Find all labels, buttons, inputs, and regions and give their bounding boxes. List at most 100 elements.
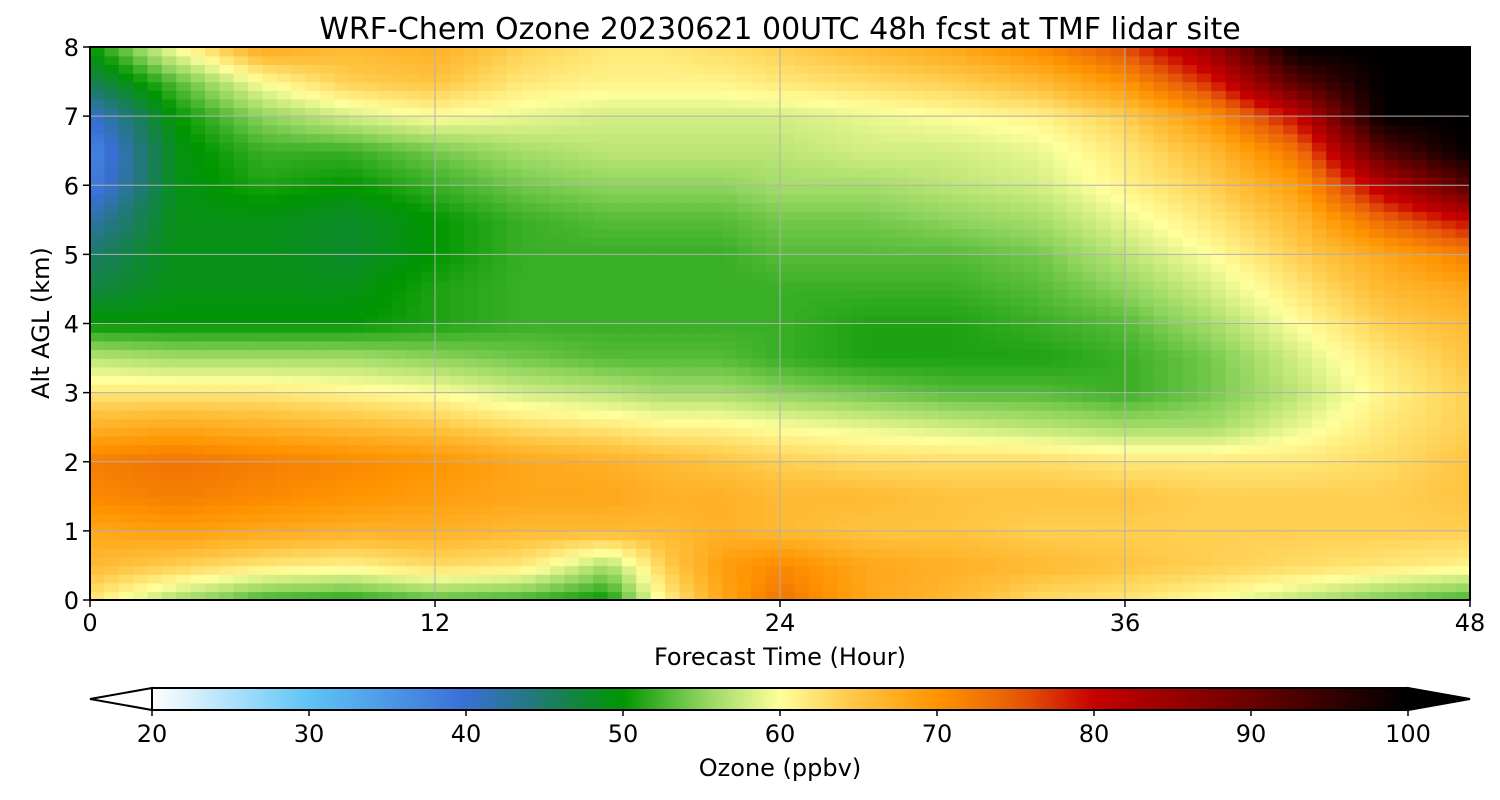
heatmap-cell bbox=[938, 496, 954, 506]
heatmap-cell bbox=[909, 582, 925, 593]
heatmap-cell bbox=[636, 185, 652, 195]
heatmap-cell bbox=[952, 176, 968, 186]
heatmap-cell bbox=[147, 383, 163, 394]
heatmap-cell bbox=[1110, 150, 1126, 161]
heatmap-cell bbox=[1283, 340, 1299, 351]
heatmap-cell bbox=[708, 418, 724, 428]
heatmap-cell bbox=[1110, 401, 1126, 411]
heatmap-cell bbox=[176, 548, 192, 558]
heatmap-cell bbox=[363, 340, 379, 351]
heatmap-cell bbox=[118, 263, 134, 273]
heatmap-cell bbox=[1268, 461, 1284, 472]
heatmap-cell bbox=[161, 574, 177, 584]
heatmap-cell bbox=[722, 591, 738, 600]
heatmap-cell bbox=[435, 496, 451, 506]
heatmap-cell bbox=[305, 176, 321, 186]
heatmap-cell bbox=[248, 556, 264, 567]
heatmap-cell bbox=[463, 314, 479, 325]
heatmap-cell bbox=[492, 280, 508, 290]
heatmap-cell bbox=[1240, 288, 1256, 299]
heatmap-cell bbox=[665, 479, 681, 489]
heatmap-cell bbox=[535, 530, 551, 541]
heatmap-cell bbox=[521, 340, 537, 351]
heatmap-cell bbox=[219, 237, 235, 247]
heatmap-cell bbox=[593, 185, 609, 195]
heatmap-cell bbox=[1283, 219, 1299, 230]
heatmap-cell bbox=[449, 548, 465, 558]
heatmap-cell bbox=[133, 496, 149, 506]
heatmap-cell bbox=[535, 409, 551, 420]
heatmap-cell bbox=[909, 323, 925, 333]
heatmap-cell bbox=[780, 219, 796, 230]
heatmap-cell bbox=[895, 461, 911, 472]
heatmap-cell bbox=[722, 401, 738, 411]
heatmap-cell bbox=[161, 427, 177, 437]
heatmap-cell bbox=[1081, 375, 1097, 385]
heatmap-cell bbox=[521, 401, 537, 411]
heatmap-cell bbox=[133, 582, 149, 593]
heatmap-cell bbox=[1110, 159, 1126, 169]
heatmap-cell bbox=[449, 167, 465, 178]
heatmap-cell bbox=[1383, 470, 1399, 480]
heatmap-cell bbox=[104, 496, 120, 506]
heatmap-cell bbox=[981, 185, 997, 195]
heatmap-cell bbox=[1096, 591, 1112, 600]
heatmap-cell bbox=[276, 522, 292, 532]
heatmap-cell bbox=[1196, 548, 1212, 558]
heatmap-cell bbox=[205, 513, 221, 523]
heatmap-cell bbox=[1311, 487, 1327, 498]
heatmap-cell bbox=[1225, 496, 1241, 506]
heatmap-cell bbox=[176, 453, 192, 463]
heatmap-cell bbox=[492, 591, 508, 600]
heatmap-cell bbox=[621, 435, 637, 446]
heatmap-cell bbox=[1225, 409, 1241, 420]
heatmap-cell bbox=[506, 314, 522, 325]
heatmap-cell bbox=[233, 453, 249, 463]
heatmap-cell bbox=[909, 358, 925, 368]
heatmap-cell bbox=[938, 202, 954, 212]
heatmap-cell bbox=[1024, 461, 1040, 472]
heatmap-cell bbox=[909, 435, 925, 446]
heatmap-cell bbox=[665, 323, 681, 333]
heatmap-cell bbox=[1168, 444, 1184, 454]
heatmap-cell bbox=[607, 453, 623, 463]
heatmap-cell bbox=[1455, 461, 1470, 472]
heatmap-cell bbox=[118, 392, 134, 402]
heatmap-cell bbox=[248, 435, 264, 446]
heatmap-cell bbox=[435, 332, 451, 342]
heatmap-cell bbox=[90, 297, 106, 307]
heatmap-cell bbox=[1024, 401, 1040, 411]
heatmap-cell bbox=[621, 254, 637, 264]
heatmap-cell bbox=[90, 211, 106, 221]
heatmap-cell bbox=[406, 211, 422, 221]
heatmap-cell bbox=[1110, 358, 1126, 368]
heatmap-cell bbox=[981, 401, 997, 411]
heatmap-cell bbox=[1441, 150, 1457, 161]
heatmap-cell bbox=[550, 427, 566, 437]
heatmap-cell bbox=[1010, 228, 1026, 238]
heatmap-cell bbox=[104, 556, 120, 567]
heatmap-cell bbox=[938, 237, 954, 247]
heatmap-cell bbox=[276, 591, 292, 600]
heatmap-cell bbox=[334, 375, 350, 385]
heatmap-cell bbox=[823, 358, 839, 368]
heatmap-cell bbox=[823, 591, 839, 600]
heatmap-cell bbox=[1038, 435, 1054, 446]
heatmap-cell bbox=[880, 461, 896, 472]
heatmap-cell bbox=[895, 453, 911, 463]
heatmap-cell bbox=[1268, 565, 1284, 575]
heatmap-cell bbox=[190, 496, 206, 506]
heatmap-cell bbox=[1024, 375, 1040, 385]
heatmap-cell bbox=[1125, 288, 1141, 299]
heatmap-cell bbox=[348, 237, 364, 247]
heatmap-cell bbox=[966, 582, 982, 593]
heatmap-cell bbox=[621, 461, 637, 472]
heatmap-cell bbox=[1426, 522, 1442, 532]
heatmap-cell bbox=[521, 487, 537, 498]
heatmap-cell bbox=[895, 202, 911, 212]
heatmap-cell bbox=[320, 314, 336, 325]
heatmap-cell bbox=[1153, 228, 1169, 238]
heatmap-cell bbox=[1426, 591, 1442, 600]
heatmap-cell bbox=[1139, 159, 1155, 169]
heatmap-cell bbox=[1125, 263, 1141, 273]
